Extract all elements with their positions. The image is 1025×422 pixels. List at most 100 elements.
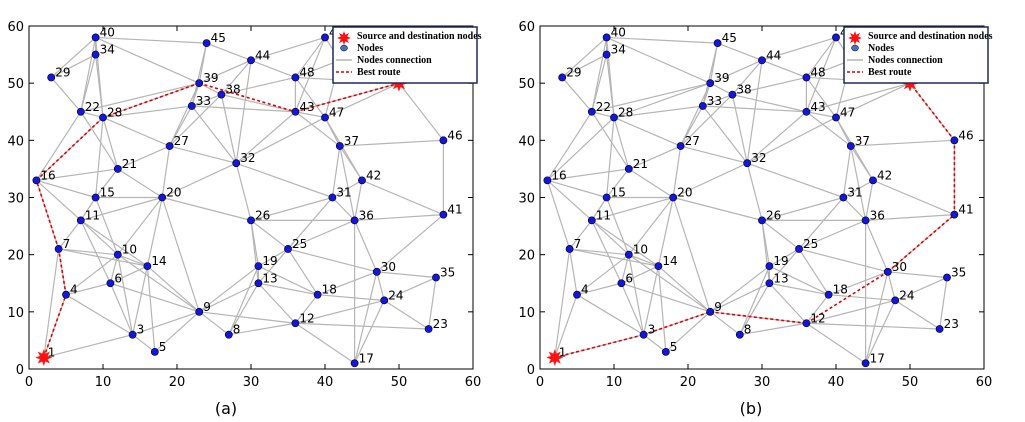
p0-route-segment-7-16 [35,180,60,250]
p0-node-26 [247,216,255,225]
p0-node-label-9: 9 [203,300,211,314]
p0-edge-36-37 [339,145,356,221]
p1-node-label-39: 39 [714,71,729,85]
p0-node-20 [158,193,167,202]
p0-node-32 [232,159,241,168]
p0-node-label-36: 36 [359,208,374,222]
p1-node-label-19: 19 [773,254,788,268]
p0-node-22 [76,107,85,116]
p1-y-tick-label-0: 0 [527,363,535,378]
p1-edge-37-43 [806,111,852,147]
p1-edge-39-28 [613,82,711,119]
p0-edge-3-9 [132,311,200,336]
p1-edge-12-17 [806,322,866,364]
p1-x-tick-label-10: 10 [606,375,623,390]
p1-edge-29-40 [561,36,608,78]
p0-node-25 [284,245,292,253]
p1-edge-9-19 [709,265,770,313]
p1-node-label-45: 45 [722,31,737,45]
p1-node-label-25: 25 [803,237,818,251]
p1-node-36 [861,216,870,225]
p0-node-label-46: 46 [447,128,462,142]
p0-node-12 [291,319,300,328]
p0-edge-38-33 [191,94,222,107]
p1-edge-22-16 [546,111,593,181]
p1-node-3 [639,330,648,339]
p1-edge-44-38 [731,59,763,95]
p1-legend-node-marker [851,44,859,52]
p0-node-label-24: 24 [388,288,403,302]
p0-edge-40-39 [95,36,200,84]
p1-edge-21-16 [547,168,629,181]
p1-edge-24-23 [894,299,940,330]
p1-edge-10-15 [606,197,630,255]
p0-node-13 [254,279,263,288]
p0-edge-2-47 [324,82,400,119]
p0-legend-entry-1: Nodes [357,43,383,54]
p1-node-20 [669,193,678,202]
p0-edge-7-10 [58,248,118,256]
p0-edge-21-15 [95,168,119,198]
p0-node-40 [91,33,100,42]
p1-node-label-29: 29 [566,65,581,79]
p0-edge-14-9 [147,265,200,313]
p1-node-label-33: 33 [707,94,722,108]
p0-edge-22-40 [80,37,97,112]
p0-edge-13-18 [258,282,318,296]
p1-x-tick-label-30: 30 [754,375,771,390]
p0-edge-18-24 [317,294,385,301]
p1-node-label-24: 24 [899,288,914,302]
p0-edge-18-25 [287,248,319,296]
p0-node-label-47: 47 [329,105,344,119]
p0-node-label-37: 37 [344,134,359,148]
p1-edge-40-45 [606,36,718,44]
p1-edge-48-38 [732,76,807,96]
p0-node-label-42: 42 [366,168,381,182]
p1-node-44 [758,56,766,65]
p0-edge-3-14 [132,265,148,335]
p0-node-label-20: 20 [166,186,181,200]
p0-node-19 [254,262,263,270]
p0-caption: (a) [215,399,237,418]
p1-edge-26-32 [746,163,763,221]
p1-node-label-26: 26 [766,208,781,222]
p0-route-segment-39-43 [198,82,296,113]
p1-edge-3-14 [643,265,659,335]
p1-edge-37-46 [850,139,955,147]
p0-y-tick-label-60: 60 [7,20,24,35]
p1-edge-30-35 [887,271,948,279]
p0-edge-26-31 [250,196,333,221]
p0-edge-19-18 [258,265,318,296]
p0-node-label-30: 30 [381,260,396,274]
p0-edge-21-20 [117,168,163,199]
p1-node-label-5: 5 [670,340,678,354]
p1-node-40 [602,33,611,42]
p0-edge-1-3 [43,334,133,359]
p0-y-tick-label-20: 20 [7,249,24,264]
p1-node-label-23: 23 [944,317,959,331]
p0-node-30 [372,267,381,276]
p0-edge-24-35 [383,276,437,301]
p0-node-label-38: 38 [225,83,240,97]
p1-caption: (b) [740,399,763,418]
p0-edge-41-42 [361,179,444,216]
p0-edge-13-25 [257,248,289,284]
p0-node-39 [195,79,204,88]
p0-edge-42-47 [324,117,363,181]
p1-node-48 [802,73,811,82]
p1-edge-11-20 [591,196,674,221]
p1-node-39 [706,79,715,88]
p0-node-label-15: 15 [100,186,115,200]
p0-edge-4-10 [65,254,119,296]
p0-edge-39-38 [198,82,222,96]
p1-edge-44-32 [746,60,763,164]
p1-node-35 [943,273,951,282]
p1-edge-48-47 [805,77,837,118]
p0-node-label-3: 3 [137,323,145,337]
p1-node-22 [587,107,596,116]
p0-edge-14-20 [146,197,163,267]
p1-x-tick-label-0: 0 [536,375,544,390]
p0-node-label-7: 7 [63,237,71,251]
p0-node-label-12: 12 [299,311,314,325]
p1-edge-31-42 [843,179,874,199]
